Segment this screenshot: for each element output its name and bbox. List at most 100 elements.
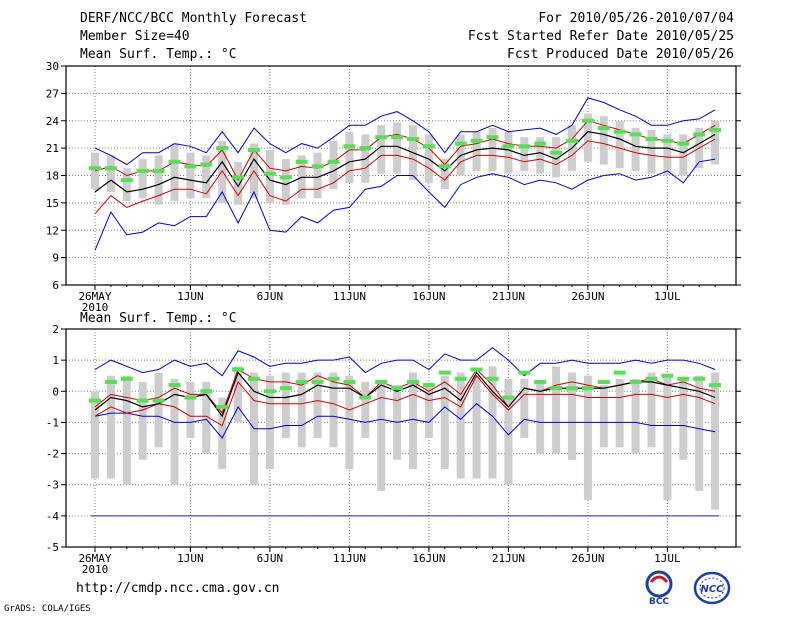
- spread-box: [234, 366, 243, 423]
- x-tick-label: 26MAY: [78, 552, 111, 565]
- observed-marker: [470, 367, 483, 372]
- observed-marker: [613, 370, 626, 375]
- observed-marker: [534, 141, 547, 146]
- spread-box: [91, 391, 99, 479]
- x-tick-label: 26JUN: [571, 290, 604, 303]
- x-tick-label: 6JUN: [257, 552, 284, 565]
- observed-marker: [407, 379, 419, 384]
- y-tick-label: 6: [52, 279, 59, 292]
- member-size: Member Size=40: [80, 29, 190, 44]
- observed-marker: [232, 175, 245, 180]
- observed-marker: [438, 164, 451, 169]
- spread-box: [615, 378, 624, 448]
- observed-marker: [550, 150, 563, 155]
- spread-box: [265, 149, 274, 203]
- spread-box: [170, 378, 179, 485]
- spread-box: [202, 381, 211, 454]
- spread-box: [488, 366, 497, 479]
- y-tick-label: 0: [52, 385, 59, 398]
- spread-box: [281, 372, 290, 438]
- spread-box: [154, 372, 163, 448]
- x-tick-label: 21JUN: [492, 290, 525, 303]
- spread-box: [313, 372, 322, 438]
- forecast-period: For 2010/05/26-2010/07/04: [538, 11, 734, 26]
- spread-box: [281, 159, 290, 205]
- spread-box: [615, 120, 624, 169]
- spread-box: [265, 375, 274, 470]
- spread-box: [583, 113, 592, 162]
- observed-marker: [248, 147, 260, 152]
- observed-marker: [136, 398, 149, 403]
- spread-box: [170, 143, 179, 202]
- spread-box: [122, 375, 131, 485]
- observed-marker: [311, 164, 324, 169]
- spread-box: [488, 128, 497, 171]
- observed-marker: [263, 389, 276, 394]
- panel-1: 6 9 12 15 18 21 24 27 30 26MAY 1JUN 6JUN 11JUN 16JUN 2…: [46, 60, 741, 326]
- spread-box: [377, 125, 386, 174]
- observed-marker: [89, 398, 101, 403]
- y-tick-label: 12: [46, 224, 59, 237]
- source-url[interactable]: http://cmdp.ncc.cma.gov.cn: [76, 581, 280, 596]
- y-tick-label: 24: [46, 115, 60, 128]
- spread-box: [345, 375, 354, 470]
- spread-box: [679, 378, 688, 460]
- x-tick-label: 1JUL: [654, 552, 681, 565]
- spread-box: [440, 375, 449, 470]
- x-tick-label: 16JUN: [412, 290, 445, 303]
- spread-box: [106, 155, 115, 192]
- observed-marker: [391, 135, 404, 140]
- observed-marker: [518, 370, 531, 375]
- spread-box: [186, 152, 195, 199]
- observed-marker: [534, 379, 547, 384]
- observed-marker: [486, 135, 499, 140]
- observed-marker: [89, 166, 101, 171]
- y-tick-label: 21: [46, 142, 59, 155]
- precip-panel-title: Mean Surf. Temp.: °C: [80, 311, 237, 326]
- observed-marker: [645, 376, 658, 381]
- spread-box: [552, 137, 561, 178]
- spread-box: [599, 116, 608, 165]
- ensemble-mean-line: [94, 131, 716, 193]
- observed-marker: [200, 389, 213, 394]
- observed-marker: [248, 376, 260, 381]
- spread-box: [297, 372, 306, 448]
- observed-marker: [295, 159, 308, 164]
- observed-marker: [661, 373, 674, 378]
- observed-marker: [327, 159, 340, 164]
- observed-marker: [232, 367, 245, 372]
- observed-marker: [407, 137, 419, 141]
- observed-marker: [104, 166, 117, 171]
- observed-marker: [120, 178, 133, 183]
- spread-box: [552, 366, 561, 454]
- observed-marker: [709, 383, 722, 388]
- observed-marker: [422, 144, 435, 149]
- spread-box: [234, 161, 243, 205]
- observed-marker: [216, 146, 229, 151]
- y-tick-label: 27: [46, 87, 59, 100]
- ensemble-min-line: [94, 403, 716, 439]
- observed-marker: [184, 164, 197, 169]
- spread-box: [663, 375, 672, 501]
- x-tick-label: 1JUN: [177, 552, 204, 565]
- ensemble-max-line: [94, 97, 716, 166]
- spread-box: [679, 134, 688, 176]
- observed-marker: [391, 386, 404, 391]
- y-tick-label: 9: [52, 252, 59, 265]
- observed-marker: [566, 138, 578, 143]
- observed-marker: [327, 376, 340, 381]
- ncc-logo-text: NCC: [700, 584, 724, 595]
- observed-marker: [359, 146, 372, 151]
- observed-marker: [438, 370, 451, 375]
- spread-box: [409, 372, 417, 470]
- spread-box: [377, 381, 386, 491]
- x-tick-label: 1JUL: [654, 290, 681, 303]
- bcc-logo: BCC: [645, 570, 673, 606]
- spread-box: [599, 385, 608, 448]
- x-tick-label: 1JUN: [177, 290, 204, 303]
- observed-marker: [343, 144, 356, 149]
- observed-marker: [375, 135, 388, 140]
- spread-box: [393, 122, 402, 174]
- spread-box: [504, 378, 513, 485]
- x-tick-label: 6JUN: [257, 290, 284, 303]
